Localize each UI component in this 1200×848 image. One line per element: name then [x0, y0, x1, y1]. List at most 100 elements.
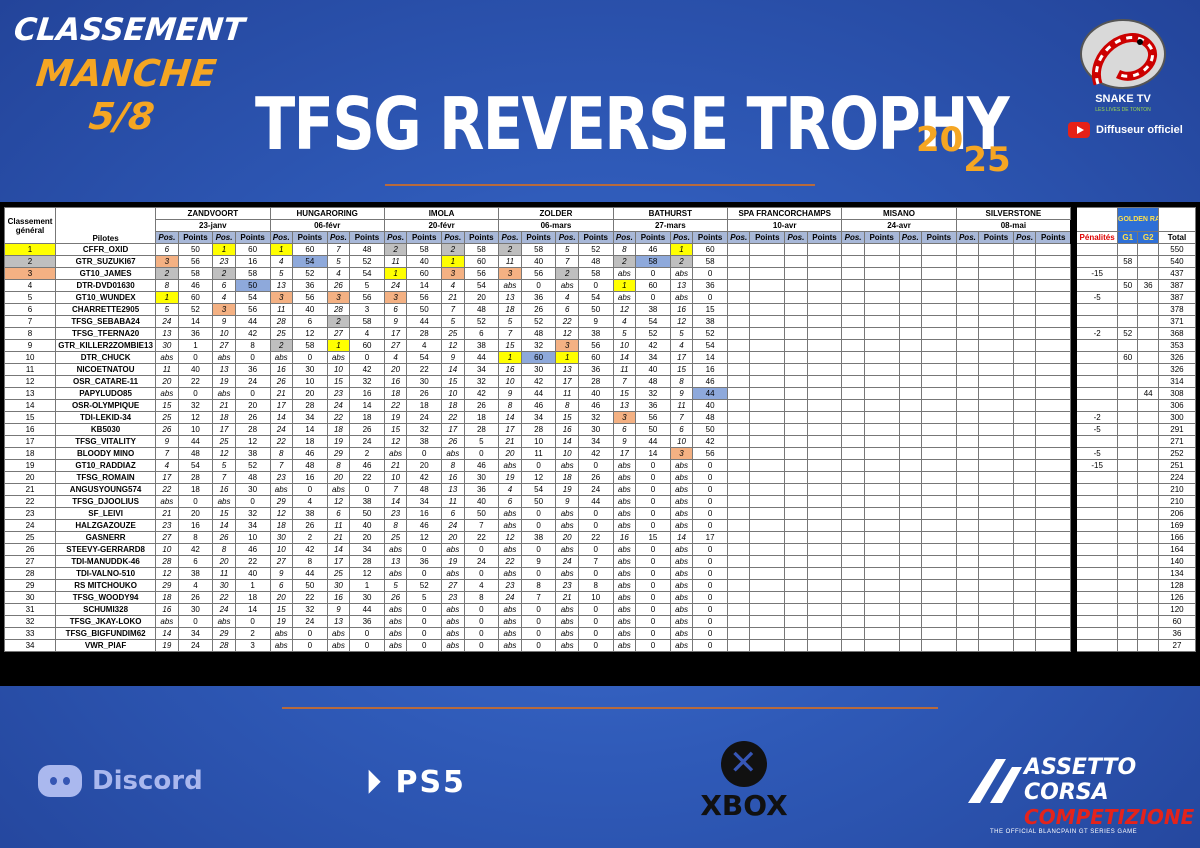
points-cell: 0 — [577, 519, 614, 532]
points-cell: 8 — [520, 579, 557, 592]
g2-cell — [1137, 399, 1159, 412]
position-cell: abs — [612, 579, 637, 592]
points-cell: 0 — [692, 615, 728, 628]
position-cell — [784, 507, 808, 520]
circuit-date: 24-avr — [841, 219, 957, 232]
points-cell — [863, 279, 900, 292]
rank-cell: 26 — [3, 543, 57, 556]
position-cell: 15 — [555, 411, 579, 424]
points-cell: 0 — [692, 519, 728, 532]
points-cell — [806, 387, 843, 400]
points-cell: 58 — [234, 267, 271, 280]
position-cell — [784, 351, 808, 364]
table-row: 24 HALZGAZOUZE 23 16 14 34 18 26 11 40 8 46 24 7 abs 0 a… — [3, 519, 1197, 532]
points-cell: 56 — [177, 255, 214, 268]
position-cell: 10 — [441, 387, 465, 400]
points-cell: 0 — [406, 567, 443, 580]
points-cell: 26 — [349, 423, 385, 436]
rank-cell: 2 — [3, 255, 57, 268]
position-cell — [898, 339, 922, 352]
position-cell — [1012, 483, 1037, 496]
position-cell — [1012, 351, 1037, 364]
points-cell: 14 — [635, 447, 671, 460]
points-cell: 11 — [520, 447, 557, 460]
position-cell: 18 — [555, 471, 579, 484]
position-cell — [841, 639, 865, 652]
position-cell: abs — [555, 615, 579, 628]
points-cell: 0 — [692, 459, 728, 472]
points-cell — [863, 267, 900, 280]
points-cell — [920, 579, 957, 592]
position-cell — [784, 363, 808, 376]
position-cell — [841, 303, 865, 316]
position-cell — [784, 591, 808, 604]
table-row: 25 GASNERR 27 8 26 10 30 2 21 20 25 12 20 22 12 38 20 22 1… — [3, 531, 1197, 544]
total-cell: 314 — [1157, 375, 1197, 388]
g1-cell — [1117, 363, 1139, 376]
position-cell — [726, 243, 751, 256]
points-cell: 46 — [520, 399, 557, 412]
g2-cell — [1137, 243, 1159, 256]
points-cell: 54 — [692, 339, 728, 352]
points-cell: 0 — [520, 615, 557, 628]
position-cell — [955, 339, 980, 352]
points-cell: 0 — [349, 639, 385, 652]
total-cell: 210 — [1157, 483, 1197, 496]
position-cell: 16 — [212, 483, 236, 496]
points-cell: 48 — [234, 471, 271, 484]
position-cell: 15 — [383, 423, 408, 436]
total-cell: 36 — [1157, 627, 1197, 640]
position-cell — [955, 627, 980, 640]
points-cell: 2 — [349, 447, 385, 460]
pos-header: Pos. — [898, 231, 922, 244]
position-cell: 8 — [612, 243, 637, 256]
position-cell — [1012, 255, 1037, 268]
points-cell: 50 — [349, 507, 385, 520]
points-cell — [1035, 387, 1072, 400]
points-cell: 0 — [577, 603, 614, 616]
position-cell: 1 — [326, 339, 351, 352]
rank-cell: 33 — [3, 627, 57, 640]
table-row: 30 TFSG_WOODY94 18 26 22 18 20 22 16 30 26 5 23 8 24 7 2… — [3, 591, 1197, 604]
points-cell — [863, 459, 900, 472]
points-cell: 0 — [463, 627, 500, 640]
points-cell — [920, 387, 957, 400]
g1-cell — [1117, 591, 1139, 604]
points-cell — [806, 303, 843, 316]
points-header: Points — [978, 231, 1014, 244]
position-cell: 23 — [498, 579, 522, 592]
position-cell — [1012, 591, 1037, 604]
points-cell — [806, 351, 843, 364]
position-cell: abs — [669, 567, 694, 580]
rank-cell: 31 — [3, 603, 57, 616]
points-cell: 18 — [349, 411, 385, 424]
position-cell: 21 — [326, 531, 351, 544]
position-cell: abs — [555, 627, 579, 640]
rank-cell: 1 — [3, 243, 57, 256]
discord-icon — [38, 765, 82, 797]
position-cell: 22 — [155, 483, 179, 496]
position-cell: 29 — [269, 495, 293, 508]
position-cell — [1012, 315, 1037, 328]
g2-cell — [1137, 543, 1159, 556]
position-cell: 24 — [383, 279, 408, 292]
points-cell: 58 — [692, 255, 728, 268]
points-cell: 0 — [635, 519, 671, 532]
position-cell: 17 — [612, 447, 637, 460]
points-cell — [920, 267, 957, 280]
points-cell — [920, 351, 957, 364]
points-header: Points — [349, 231, 385, 244]
position-cell — [955, 615, 980, 628]
points-cell — [806, 459, 843, 472]
position-cell: abs — [669, 459, 694, 472]
points-cell: 8 — [291, 555, 328, 568]
xbox-logo: XBOX — [698, 741, 790, 822]
pilot-name: CHARRETTE2905 — [55, 303, 157, 316]
points-cell: 30 — [463, 471, 500, 484]
position-cell — [841, 327, 865, 340]
points-cell — [978, 603, 1014, 616]
position-cell: 6 — [612, 423, 637, 436]
points-cell: 16 — [234, 255, 271, 268]
position-cell — [784, 519, 808, 532]
points-cell: 14 — [291, 423, 328, 436]
